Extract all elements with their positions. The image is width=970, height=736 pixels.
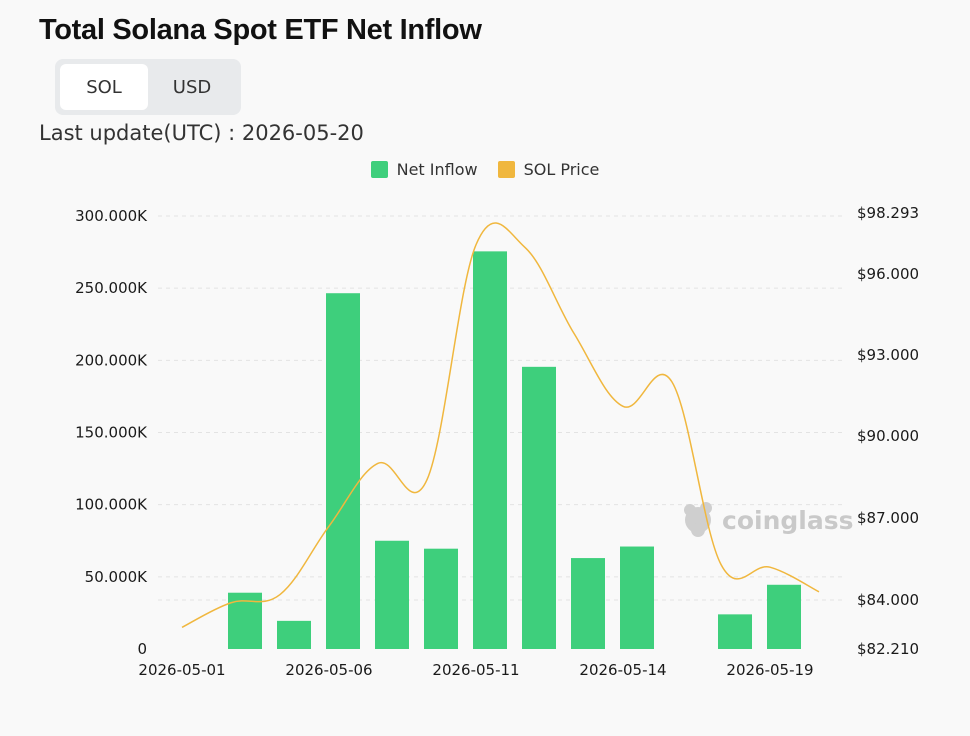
right-axis-tick-label: $96.000 [857,265,919,283]
watermark-text: coinglass [722,506,853,535]
net-inflow-bar[interactable] [571,558,605,649]
x-axis-tick-label: 2026-05-14 [579,661,666,679]
legend-swatch-sol-price [497,161,515,178]
left-axis-tick-label: 300.000K [75,207,148,225]
net-inflow-bar[interactable] [522,366,556,649]
right-axis-tick-label: $90.000 [857,427,919,445]
legend-item-sol-price[interactable]: SOL Price [497,160,600,179]
legend-item-net-inflow[interactable]: Net Inflow [370,160,478,179]
x-axis-tick-label: 2026-05-11 [432,661,519,679]
left-axis-tick-label: 100.000K [75,496,148,514]
right-axis-tick-label: $93.000 [857,346,919,364]
right-axis-tick-label: $84.000 [857,591,919,609]
net-inflow-bar[interactable] [767,584,801,649]
x-axis-tick-label: 2026-05-19 [726,661,813,679]
legend-label-sol-price: SOL Price [523,160,600,179]
currency-toggle: SOL USD [55,59,241,115]
right-axis-tick-label: $98.293 [857,204,919,222]
net-inflow-bar[interactable] [620,546,654,649]
legend-swatch-net-inflow [370,161,388,178]
x-axis-ticks: 2026-05-01 2026-05-06 2026-05-11 2026-05-14… [138,661,813,679]
last-update-text: Last update(UTC) : 2026-05-20 [39,121,364,145]
legend-label-net-inflow: Net Inflow [396,160,478,179]
x-axis-tick-label: 2026-05-01 [138,661,225,679]
net-inflow-bar[interactable] [424,548,458,649]
left-axis-tick-label: 50.000K [85,568,148,586]
net-inflow-bar[interactable] [277,620,311,649]
x-axis-tick-label: 2026-05-06 [285,661,372,679]
net-inflow-bar[interactable] [375,540,409,649]
left-axis-tick-label: 0 [137,640,147,658]
net-inflow-bar[interactable] [718,614,752,649]
net-inflow-bar[interactable] [473,251,507,649]
net-inflow-bars [228,251,801,649]
chart-legend: Net Inflow SOL Price [0,160,970,179]
coinglass-logo-icon [684,502,712,537]
right-axis-ticks: $82.210 $84.000 $87.000 $90.000 $93.000 $96.0… [857,204,919,658]
net-inflow-bar[interactable] [326,293,360,649]
left-axis-tick-label: 150.000K [75,424,148,442]
page-title: Total Solana Spot ETF Net Inflow [39,14,482,46]
toggle-sol-button[interactable]: SOL [60,64,148,110]
right-axis-tick-label: $82.210 [857,640,919,658]
sol-price-line [181,222,820,629]
left-axis-tick-label: 200.000K [75,351,148,369]
left-axis-tick-label: 250.000K [75,279,148,297]
toggle-usd-button[interactable]: USD [172,76,212,98]
right-axis-tick-label: $87.000 [857,509,919,527]
left-axis-ticks: 0 50.000K 100.000K 150.000K 200.000K 250.000K… [75,207,148,658]
